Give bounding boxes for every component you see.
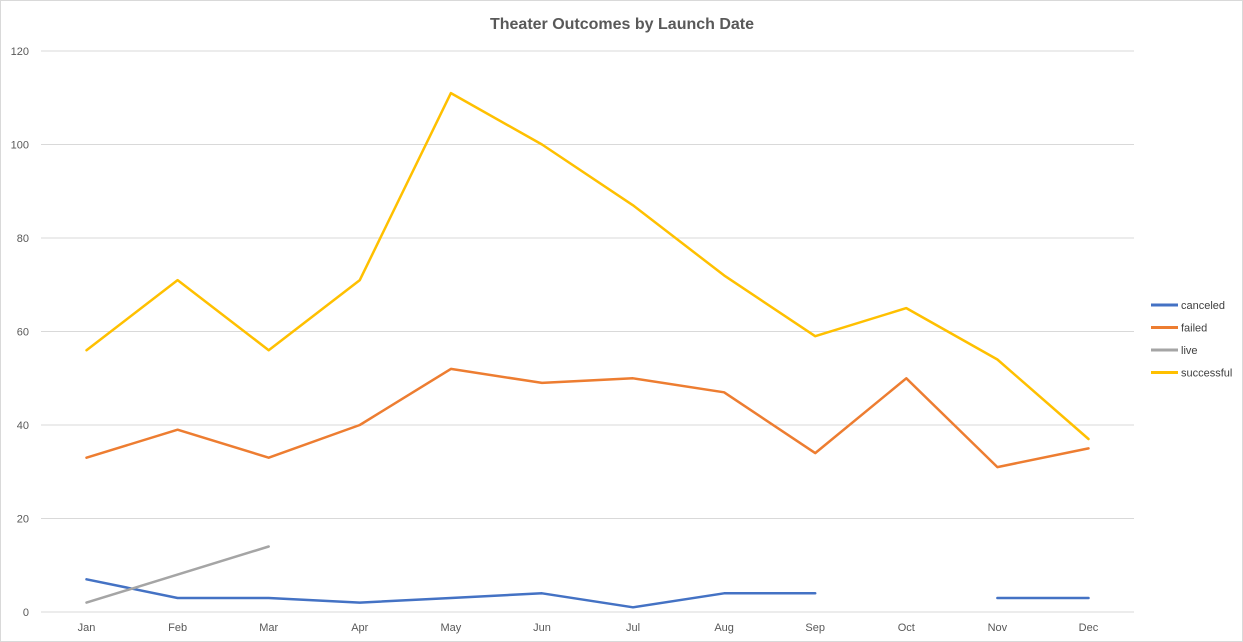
x-tick-label: Apr (351, 622, 368, 634)
x-tick-label: Jan (78, 622, 96, 634)
x-tick-label: Feb (168, 622, 187, 634)
x-tick-label: Nov (988, 622, 1008, 634)
series-line-live (85, 545, 270, 604)
series-line-canceled (85, 578, 817, 609)
y-tick-label: 60 (17, 327, 29, 339)
legend-label-live: live (1181, 345, 1198, 357)
series-line-failed (85, 367, 1090, 469)
y-axis: 0 20 40 60 80 100 120 (11, 46, 29, 619)
x-tick-label: Mar (259, 622, 278, 634)
gridlines (41, 50, 1134, 613)
legend-label-canceled: canceled (1181, 300, 1225, 312)
x-axis: Jan Feb Mar Apr May Jun Jul Aug Sep Oct Nov Dec (78, 622, 1099, 634)
legend-label-successful: successful (1181, 368, 1232, 380)
y-tick-label: 0 (23, 607, 29, 619)
x-tick-label: May (440, 622, 461, 634)
x-tick-label: Oct (898, 622, 915, 634)
x-tick-label: Aug (714, 622, 734, 634)
x-tick-label: Jul (626, 622, 640, 634)
x-tick-label: Dec (1079, 622, 1099, 634)
y-tick-label: 40 (17, 420, 29, 432)
x-tick-label: Jun (533, 622, 551, 634)
legend: canceled failed live successful (1151, 300, 1232, 380)
y-tick-label: 20 (17, 514, 29, 526)
series-line-successful (85, 91, 1090, 441)
legend-label-failed: failed (1181, 323, 1207, 335)
chart-title: Theater Outcomes by Launch Date (490, 16, 754, 33)
y-tick-label: 120 (11, 46, 29, 58)
y-tick-label: 80 (17, 233, 29, 245)
x-tick-label: Sep (805, 622, 825, 634)
series-lines (85, 91, 1090, 609)
y-tick-label: 100 (11, 140, 29, 152)
